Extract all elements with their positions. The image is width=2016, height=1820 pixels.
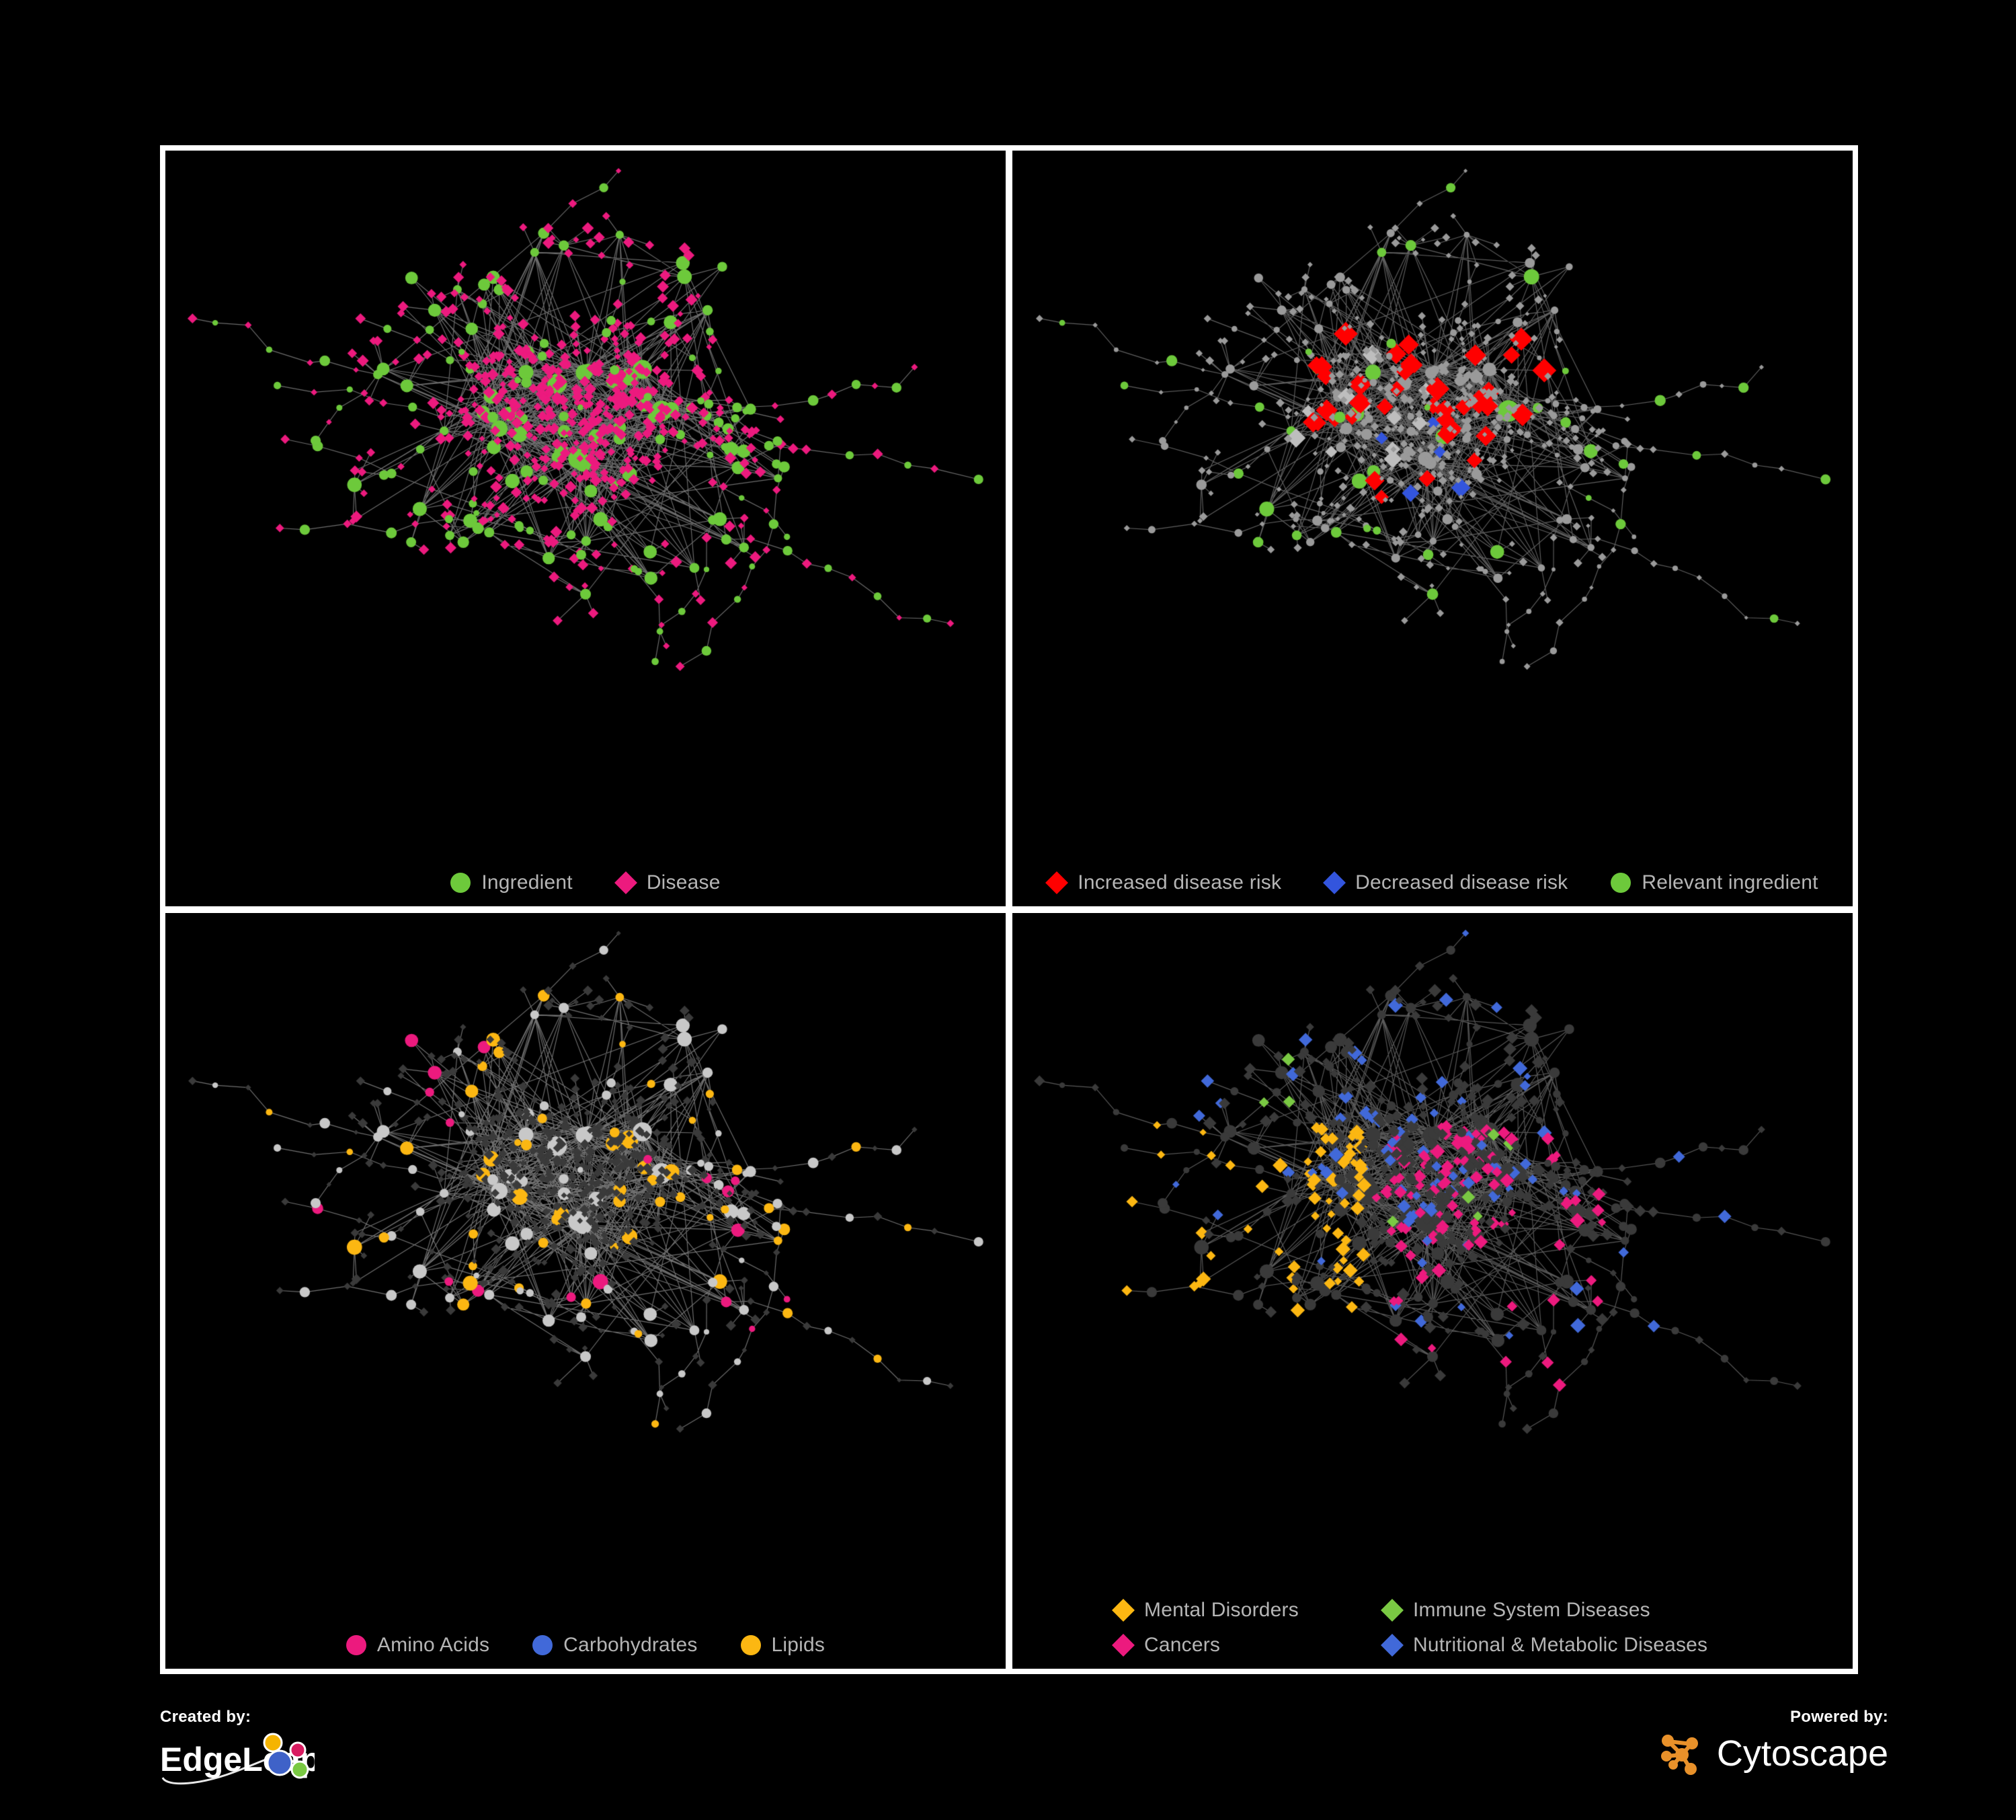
nutritional-metabolic-diseases-diamond-icon bbox=[1381, 1634, 1404, 1657]
legend-item: Mental Disorders bbox=[1112, 1599, 1355, 1622]
carbohydrates-circle-icon bbox=[532, 1635, 553, 1655]
legend-label: Increased disease risk bbox=[1078, 871, 1282, 894]
legend-item: Relevant ingredient bbox=[1611, 871, 1818, 894]
legend-label: Disease bbox=[646, 871, 721, 894]
legend-label: Immune System Diseases bbox=[1413, 1599, 1650, 1621]
legend-panel-b: Increased disease risk Decreased disease… bbox=[1012, 871, 1853, 894]
network-canvas-panel-c bbox=[165, 913, 1006, 1669]
decreased-risk-diamond-icon bbox=[1323, 871, 1346, 894]
legend-label: Mental Disorders bbox=[1144, 1599, 1299, 1621]
panel-nutrient-class: Amino Acids Carbohydrates Lipids bbox=[165, 913, 1006, 1669]
legend-item: Amino Acids bbox=[346, 1634, 489, 1657]
panel-disease-risk: Increased disease risk Decreased disease… bbox=[1012, 151, 1853, 906]
legend-panel-a: Ingredient Disease bbox=[165, 871, 1006, 894]
increased-risk-diamond-icon bbox=[1045, 871, 1069, 894]
legend-item: Carbohydrates bbox=[532, 1634, 697, 1657]
cytoscape-node-graph-icon bbox=[1660, 1735, 1698, 1775]
panel-disease-category: Mental Disorders Immune System Diseases … bbox=[1012, 913, 1853, 1669]
network-canvas-panel-b bbox=[1012, 151, 1853, 906]
created-by-block: Created by: EdgeLeap bbox=[160, 1708, 442, 1809]
cancers-diamond-icon bbox=[1112, 1634, 1135, 1657]
created-by-label: Created by: bbox=[160, 1708, 251, 1726]
legend-panel-d: Mental Disorders Immune System Diseases … bbox=[1012, 1599, 1853, 1657]
edgeleap-logo: EdgeLeap bbox=[160, 1729, 442, 1788]
cytoscape-wordmark: Cytoscape bbox=[1716, 1733, 1888, 1774]
legend-item: Nutritional & Metabolic Diseases bbox=[1381, 1634, 1707, 1657]
legend-item: Ingredient bbox=[450, 871, 573, 894]
legend-label: Cancers bbox=[1144, 1634, 1221, 1656]
legend-item: Disease bbox=[614, 871, 721, 894]
legend-label: Nutritional & Metabolic Diseases bbox=[1413, 1634, 1708, 1656]
cytoscape-logo: Cytoscape bbox=[1606, 1729, 1888, 1778]
legend-label: Ingredient bbox=[481, 871, 573, 894]
legend-label: Relevant ingredient bbox=[1642, 871, 1818, 894]
figure-frame: Ingredient Disease Increased disease ris… bbox=[160, 145, 1858, 1674]
network-canvas-panel-d bbox=[1012, 913, 1853, 1669]
mental-disorders-diamond-icon bbox=[1112, 1599, 1135, 1622]
lipids-circle-icon bbox=[740, 1635, 761, 1655]
amino-acids-circle-icon bbox=[346, 1635, 366, 1655]
legend-label: Lipids bbox=[771, 1634, 825, 1656]
legend-item: Decreased disease risk bbox=[1323, 871, 1568, 894]
legend-item: Cancers bbox=[1112, 1634, 1355, 1657]
panel-ingredient-disease: Ingredient Disease bbox=[165, 151, 1006, 906]
relevant-ingredient-circle-icon bbox=[1611, 873, 1631, 893]
legend-label: Amino Acids bbox=[376, 1634, 490, 1656]
disease-diamond-icon bbox=[614, 871, 637, 894]
edgeleap-wordmark-and-node-graph-icon: EdgeLeap bbox=[160, 1733, 315, 1785]
powered-by-label: Powered by: bbox=[1790, 1708, 1888, 1726]
powered-by-block: Powered by: Cytoscape bbox=[1606, 1708, 1888, 1809]
legend-label: Decreased disease risk bbox=[1355, 871, 1568, 894]
legend-item: Immune System Diseases bbox=[1381, 1599, 1650, 1622]
legend-item: Lipids bbox=[740, 1634, 825, 1657]
legend-label: Carbohydrates bbox=[563, 1634, 698, 1656]
legend-item: Increased disease risk bbox=[1045, 871, 1282, 894]
legend-panel-c: Amino Acids Carbohydrates Lipids bbox=[165, 1634, 1006, 1657]
network-canvas-panel-a bbox=[165, 151, 1006, 906]
immune-system-diseases-diamond-icon bbox=[1381, 1599, 1404, 1622]
ingredient-circle-icon bbox=[450, 873, 471, 893]
